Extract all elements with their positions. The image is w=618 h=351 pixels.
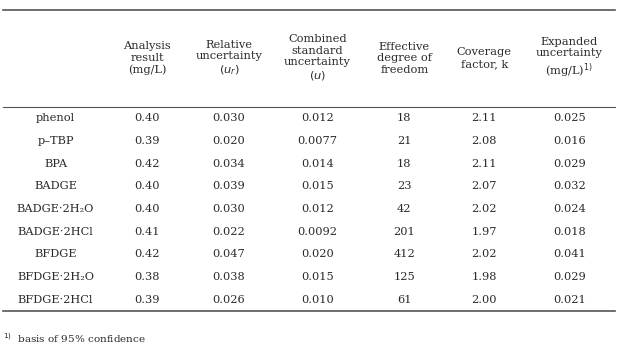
Text: $^{1)}$  basis of 95% confidence: $^{1)}$ basis of 95% confidence <box>2 332 146 345</box>
